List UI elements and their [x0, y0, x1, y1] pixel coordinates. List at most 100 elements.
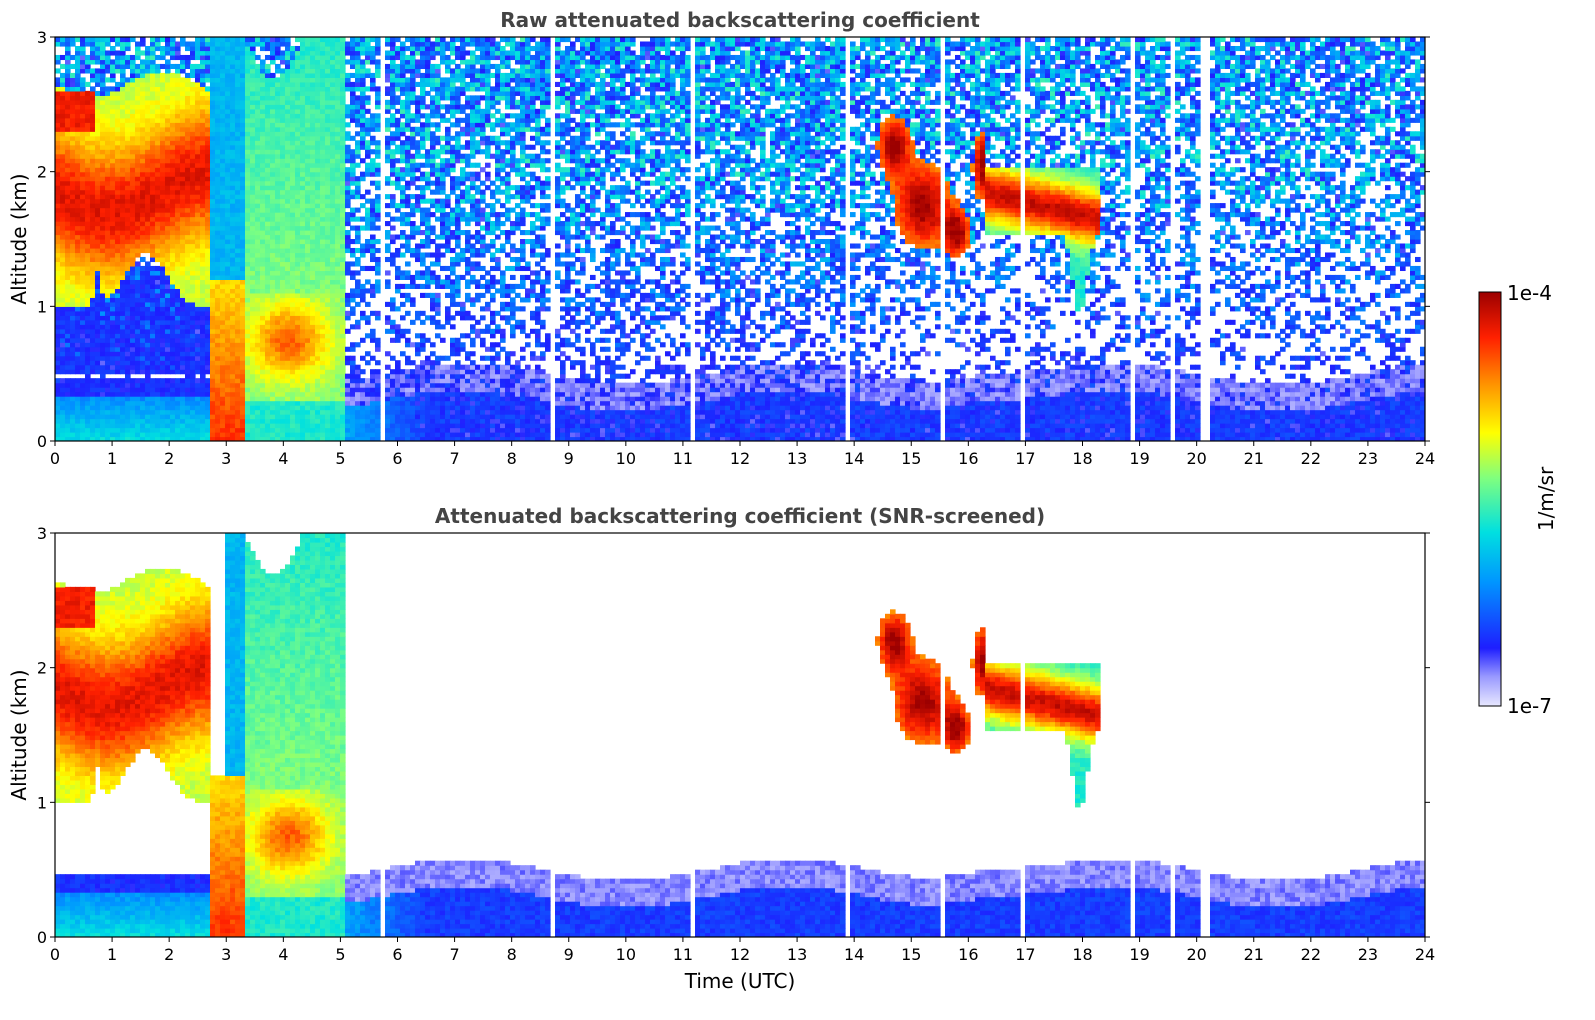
heatmap-cell [130, 163, 136, 168]
heatmap-cell [320, 324, 326, 329]
heatmap-cell [60, 266, 66, 271]
heatmap-cell [70, 333, 76, 338]
heatmap-cell [195, 239, 201, 244]
heatmap-cell [325, 396, 331, 401]
heatmap-cell [105, 266, 111, 271]
heatmap-cell [85, 190, 91, 195]
heatmap-cell [295, 396, 301, 401]
heatmap-cell [255, 172, 261, 177]
heatmap-cell [200, 428, 206, 433]
heatmap-cell [150, 266, 156, 271]
heatmap-cell [205, 91, 211, 96]
heatmap-cell [110, 203, 116, 208]
heatmap-cell [160, 190, 166, 195]
heatmap-cell [125, 257, 131, 262]
heatmap-cell [240, 190, 246, 195]
heatmap-cell [75, 55, 81, 60]
heatmap-cell [80, 190, 86, 195]
heatmap-cell [190, 414, 196, 419]
heatmap-cell [55, 243, 61, 248]
heatmap-cell [185, 423, 191, 428]
heatmap-cell [150, 221, 156, 226]
heatmap-cell [115, 333, 121, 338]
heatmap-cell [150, 136, 156, 141]
heatmap-cell [205, 199, 211, 204]
heatmap-cell [100, 77, 106, 82]
heatmap-cell [325, 230, 331, 235]
heatmap-cell [285, 64, 291, 69]
heatmap-cell [160, 95, 166, 100]
heatmap-cell [215, 55, 221, 60]
heatmap-cell [150, 163, 156, 168]
heatmap-cell [295, 284, 301, 289]
heatmap-cell [125, 401, 131, 406]
heatmap-cell [110, 194, 116, 199]
heatmap-cell [95, 230, 101, 235]
heatmap-cell [155, 41, 161, 46]
heatmap-cell [220, 320, 226, 325]
heatmap-cell [85, 333, 91, 338]
heatmap-cell [180, 311, 186, 316]
heatmap-cell [90, 270, 96, 275]
heatmap-cell [155, 401, 161, 406]
heatmap-cell [265, 279, 271, 284]
heatmap-cell [250, 64, 256, 69]
heatmap-cell [60, 149, 66, 154]
heatmap-cell [195, 324, 201, 329]
heatmap-cell [225, 235, 231, 240]
heatmap-cell [295, 248, 301, 253]
heatmap-cell [125, 46, 131, 51]
heatmap-cell [260, 194, 266, 199]
heatmap-cell [100, 194, 106, 199]
heatmap-cell [335, 199, 341, 204]
heatmap-cell [285, 248, 291, 253]
heatmap-cell [155, 109, 161, 114]
heatmap-cell [175, 46, 181, 51]
heatmap-cell [335, 293, 341, 298]
heatmap-cell [65, 369, 71, 374]
heatmap-cell [245, 91, 251, 96]
heatmap-cell [135, 306, 141, 311]
heatmap-cell [165, 104, 171, 109]
heatmap-cell [235, 356, 241, 361]
heatmap-cell [130, 266, 136, 271]
heatmap-cell [100, 158, 106, 163]
heatmap-cell [155, 360, 161, 365]
heatmap-cell [260, 239, 266, 244]
heatmap-cell [155, 104, 161, 109]
heatmap-cell [165, 239, 171, 244]
heatmap-cell [130, 185, 136, 190]
heatmap-cell [90, 109, 96, 114]
heatmap-cell [325, 104, 331, 109]
heatmap-cell [130, 383, 136, 388]
heatmap-cell [90, 396, 96, 401]
heatmap-cell [235, 239, 241, 244]
heatmap-cell [260, 383, 266, 388]
heatmap-cell [330, 338, 336, 343]
heatmap-cell [60, 136, 66, 141]
heatmap-cell [190, 392, 196, 397]
heatmap-cell [190, 221, 196, 226]
heatmap-cell [200, 333, 206, 338]
heatmap-cell [280, 154, 286, 159]
heatmap-cell [160, 226, 166, 231]
heatmap-cell [300, 342, 306, 347]
heatmap-cell [140, 73, 146, 78]
heatmap-cell [200, 221, 206, 226]
heatmap-cell [55, 261, 61, 266]
heatmap-cell [315, 383, 321, 388]
heatmap-cell [285, 419, 291, 424]
heatmap-cell [130, 248, 136, 253]
heatmap-cell [85, 208, 91, 213]
heatmap-cell [245, 423, 251, 428]
heatmap-cell [120, 342, 126, 347]
heatmap-cell [170, 365, 176, 370]
heatmap-cell [195, 226, 201, 231]
heatmap-cell [225, 329, 231, 334]
heatmap-cell [115, 266, 121, 271]
heatmap-cell [155, 140, 161, 145]
heatmap-cell [250, 432, 256, 437]
heatmap-cell [140, 140, 146, 145]
heatmap-cell [245, 113, 251, 118]
heatmap-cell [230, 401, 236, 406]
